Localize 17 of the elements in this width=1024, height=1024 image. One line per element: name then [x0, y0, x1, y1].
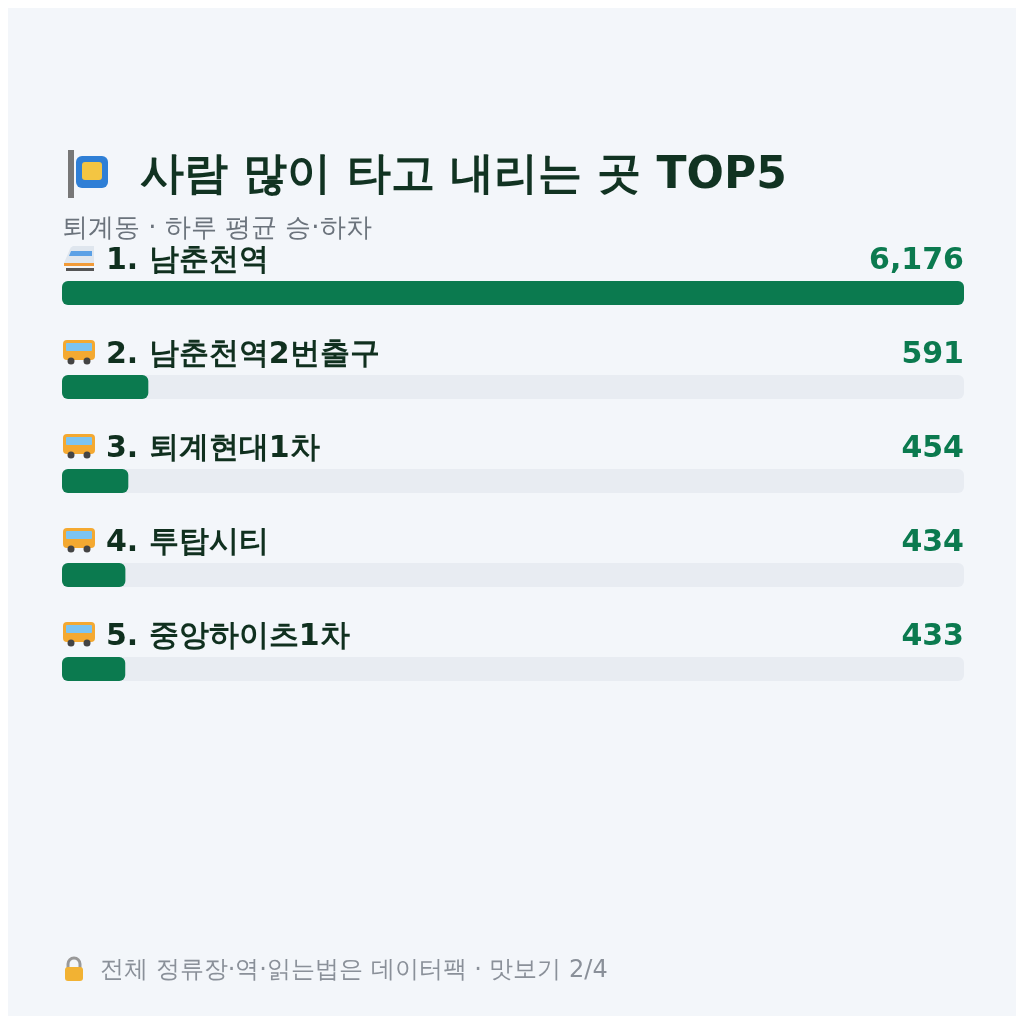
text: 전체 정류장·역·읽는법은 데이터팩 · 맛보기 2/4	[100, 954, 608, 985]
y-tick-label: 5. 중앙하이츠1차	[106, 617, 350, 652]
data-label: 6,176	[869, 241, 964, 276]
data-label: 591	[901, 335, 964, 370]
y-tick-label: 2. 남춘천역2번출구	[106, 335, 380, 370]
chart-subtitle: 퇴계동 · 하루 평균 승·하차	[62, 211, 372, 244]
bar	[62, 375, 149, 399]
data-label: 434	[901, 523, 964, 558]
data-label: 454	[901, 429, 964, 464]
y-tick-label: 1. 남춘천역	[106, 241, 269, 276]
bar	[62, 469, 129, 493]
y-tick-label: 3. 퇴계현대1차	[106, 429, 320, 464]
data-label: 433	[901, 617, 964, 652]
bar	[62, 657, 126, 681]
chart-title: 사람 많이 타고 내리는 곳 TOP5	[140, 146, 787, 200]
bar	[62, 563, 126, 587]
y-tick-label: 4. 투탑시티	[106, 523, 269, 558]
